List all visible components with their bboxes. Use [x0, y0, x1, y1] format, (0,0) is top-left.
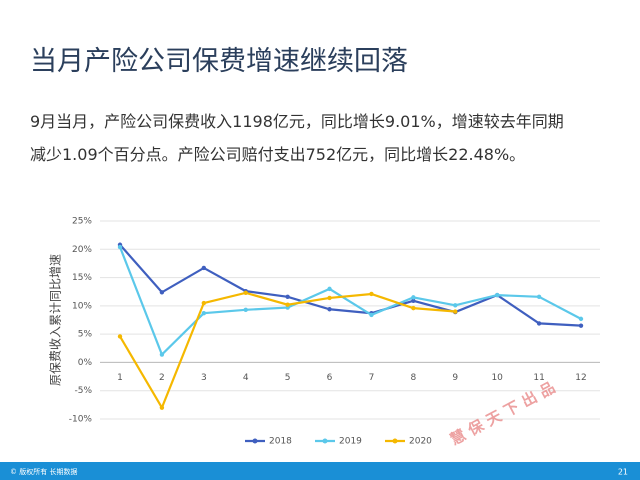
x-tick-label: 11: [533, 373, 544, 383]
footer-bar: [0, 462, 640, 480]
x-tick-label: 8: [410, 373, 416, 383]
legend-dot: [252, 438, 258, 444]
point: [201, 265, 207, 271]
point: [411, 298, 416, 303]
y-tick-label: 10%: [72, 301, 92, 311]
y-tick-label: -10%: [69, 415, 93, 425]
page-number: 21: [618, 468, 628, 477]
x-tick-label: 5: [285, 373, 291, 383]
point: [327, 295, 332, 301]
point: [411, 295, 416, 300]
x-tick-label: 3: [201, 373, 207, 383]
paragraph-line: 减少1.09个百分点。产险公司赔付支出752亿元，同比增长22.48%。: [30, 145, 525, 164]
plot: -10%-5%0%5%10%15%20%25%1 2 3 4 5 6 7 8 9 10 11 1220…: [69, 217, 600, 447]
point: [453, 303, 458, 308]
point: [411, 305, 416, 311]
y-tick-label: 15%: [72, 273, 92, 283]
point: [159, 352, 165, 357]
series-line: [119, 244, 582, 327]
point: [201, 311, 207, 316]
slide-title: 当月产险公司保费增速继续回落: [30, 46, 408, 77]
point: [285, 294, 290, 300]
point: [243, 307, 248, 313]
legend-label: 2018: [269, 437, 292, 447]
point: [117, 244, 123, 250]
paragraph-line: 9月当月，产险公司保费收入1198亿元，同比增长9.01%，增速较去年同期: [30, 112, 564, 131]
legend-label: 2019: [339, 437, 362, 447]
point: [578, 323, 584, 328]
legend-dot: [392, 438, 398, 444]
point: [578, 316, 584, 322]
point: [536, 321, 542, 326]
x-tick-label: 10: [491, 373, 503, 383]
x-tick-label: 2: [159, 373, 165, 383]
y-axis-label: 原保费收入累计同比增速: [49, 254, 63, 386]
x-tick-label: 9: [452, 373, 458, 383]
y-tick-label: 5%: [78, 330, 93, 340]
point: [201, 300, 207, 306]
point: [285, 302, 290, 307]
point: [369, 291, 374, 297]
y-tick-label: 25%: [72, 217, 92, 227]
legend-dot: [322, 438, 328, 444]
x-tick-label: 6: [327, 373, 333, 383]
footer-text: © 版权所有 长期数据: [10, 467, 77, 476]
x-tick-label: 1: [117, 373, 123, 383]
point: [159, 290, 165, 295]
x-tick-label: 7: [369, 373, 375, 383]
y-tick-label: 0%: [78, 358, 93, 368]
point: [494, 292, 500, 298]
y-tick-label: 20%: [72, 245, 92, 255]
x-tick-label: 12: [575, 373, 586, 383]
point: [243, 290, 248, 296]
point: [536, 294, 542, 300]
x-tick-label: 4: [243, 373, 249, 383]
point: [453, 309, 458, 314]
point: [159, 405, 165, 410]
point: [117, 334, 123, 339]
point: [327, 307, 332, 312]
legend-label: 2020: [409, 437, 432, 447]
y-tick-label: -5%: [74, 386, 92, 396]
point: [369, 312, 374, 318]
point: [327, 286, 332, 292]
